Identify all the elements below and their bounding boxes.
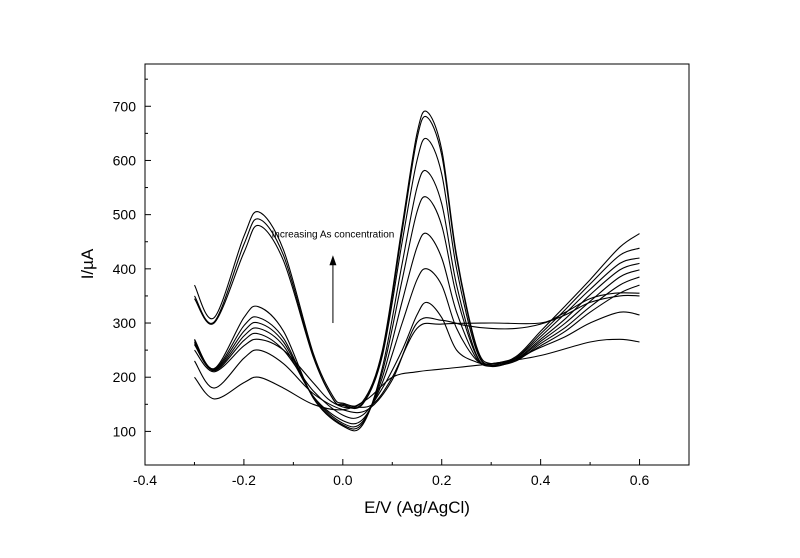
series-line-1 bbox=[194, 338, 640, 411]
x-tick-label: 0.4 bbox=[531, 472, 551, 488]
y-tick-label: 200 bbox=[113, 369, 137, 385]
series-line-9 bbox=[194, 137, 640, 410]
annotation-arrow-head bbox=[329, 255, 337, 266]
x-axis-label: E/V (Ag/AgCl) bbox=[364, 498, 470, 517]
plot-frame bbox=[144, 63, 690, 466]
x-axis-ticks: -0.4 -0.2 0.0 0.2 0.4 0.6 bbox=[133, 459, 650, 488]
series-line-4 bbox=[194, 301, 640, 419]
series-line-7 bbox=[194, 196, 640, 430]
series-line-10 bbox=[194, 115, 640, 409]
series-line-8 bbox=[194, 169, 640, 432]
series-line-6 bbox=[194, 232, 640, 428]
x-tick-label: 0.0 bbox=[333, 472, 353, 488]
y-tick-label: 700 bbox=[113, 98, 137, 114]
x-tick-label: -0.2 bbox=[232, 472, 256, 488]
series-line-5 bbox=[194, 268, 640, 425]
y-tick-label: 300 bbox=[113, 315, 137, 331]
y-tick-label: 600 bbox=[113, 152, 137, 168]
annotation-text: Increasing As concentration bbox=[271, 229, 394, 240]
y-tick-label: 400 bbox=[113, 261, 137, 277]
curve-group bbox=[194, 110, 640, 432]
y-tick-label: 100 bbox=[113, 423, 137, 439]
annotation-group: Increasing As concentration bbox=[271, 229, 394, 324]
series-line-11 bbox=[194, 110, 640, 407]
y-axis-label: I/µA bbox=[78, 248, 97, 279]
y-axis-ticks: 100 200 300 400 500 600 700 bbox=[113, 78, 151, 439]
x-tick-label: -0.4 bbox=[133, 472, 157, 488]
x-tick-label: 0.2 bbox=[432, 472, 452, 488]
series-line-2 bbox=[194, 294, 640, 414]
y-tick-label: 500 bbox=[113, 207, 137, 223]
x-tick-label: 0.6 bbox=[630, 472, 650, 488]
